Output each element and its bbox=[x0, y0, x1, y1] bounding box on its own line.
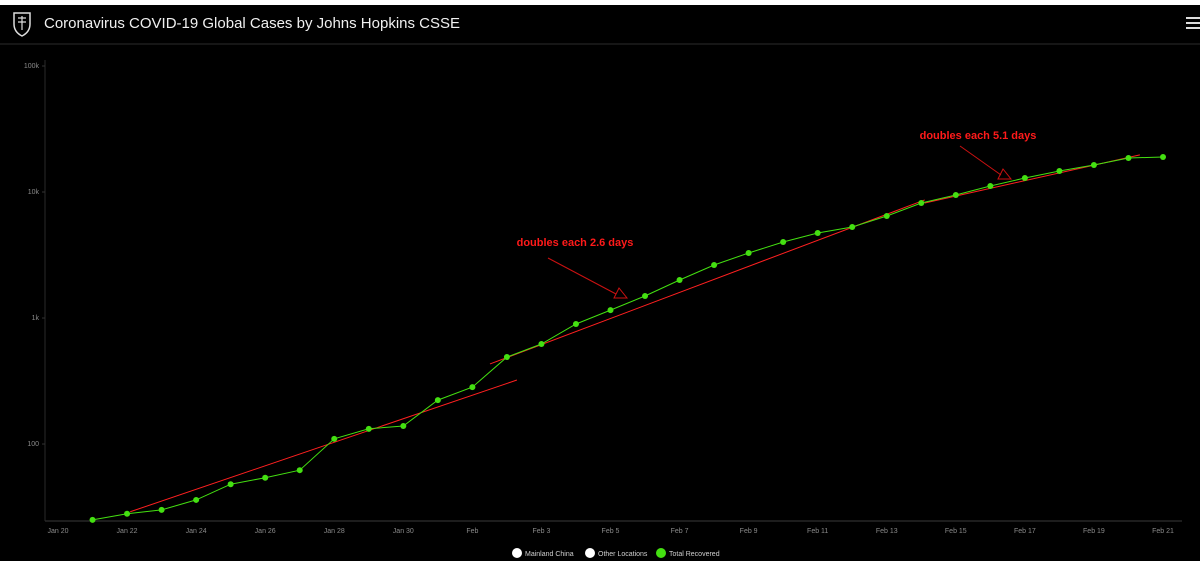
legend-item[interactable]: Mainland China bbox=[512, 548, 574, 558]
data-point bbox=[193, 496, 200, 503]
legend-label: Mainland China bbox=[525, 551, 574, 558]
data-point bbox=[711, 261, 718, 268]
data-point bbox=[365, 425, 372, 432]
menu-button[interactable] bbox=[1186, 17, 1200, 29]
legend-swatch bbox=[585, 548, 595, 558]
data-point bbox=[987, 183, 994, 190]
trend-line bbox=[130, 379, 518, 513]
y-tick-label: 10k bbox=[28, 189, 40, 196]
logo bbox=[13, 12, 31, 37]
data-point bbox=[1125, 154, 1132, 161]
data-point bbox=[124, 510, 131, 517]
x-tick-label: Feb 3 bbox=[532, 528, 550, 535]
series-line bbox=[92, 156, 1164, 521]
y-tick-label: 1k bbox=[32, 315, 40, 322]
data-point bbox=[469, 384, 476, 391]
y-tick-label: 100k bbox=[24, 63, 40, 70]
legend-swatch bbox=[512, 548, 522, 558]
data-point bbox=[814, 229, 821, 236]
x-tick-label: Jan 20 bbox=[47, 528, 68, 535]
x-tick-label: Feb 21 bbox=[1152, 528, 1174, 535]
annotation: doubles each 5.1 days bbox=[920, 130, 1037, 142]
data-point bbox=[262, 474, 269, 481]
annotation-arrows bbox=[547, 145, 1013, 299]
annotation: doubles each 2.6 days bbox=[517, 237, 634, 249]
x-tick-label: Jan 28 bbox=[324, 528, 345, 535]
data-point bbox=[952, 191, 959, 198]
x-tick-label: Feb 11 bbox=[807, 528, 828, 535]
x-tick-label: Feb 13 bbox=[876, 528, 898, 535]
x-tick-label: Feb bbox=[466, 528, 478, 535]
data-point bbox=[227, 481, 234, 488]
data-point bbox=[434, 397, 441, 404]
data-point bbox=[883, 213, 890, 220]
top-strip bbox=[0, 0, 1200, 5]
x-tick-label: Feb 7 bbox=[671, 528, 689, 535]
x-tick-label: Feb 19 bbox=[1083, 528, 1105, 535]
legend-swatch bbox=[656, 548, 666, 558]
data-point bbox=[607, 307, 614, 314]
x-tick-label: Jan 30 bbox=[393, 528, 414, 535]
x-tick-label: Feb 17 bbox=[1014, 528, 1036, 535]
legend-label: Other Locations bbox=[598, 551, 648, 558]
data-point bbox=[745, 249, 752, 256]
data-point bbox=[849, 224, 856, 231]
app-title: Coronavirus COVID-19 Global Cases by Joh… bbox=[44, 15, 460, 32]
data-point bbox=[676, 276, 683, 283]
data-point bbox=[1160, 153, 1166, 160]
x-tick-label: Jan 26 bbox=[255, 528, 276, 535]
legend-item[interactable]: Other Locations bbox=[585, 548, 648, 558]
chart: 100 1k 10k 100k Jan 20 Jan 22 Jan 24 Jan 26 Jan … bbox=[24, 60, 1182, 558]
x-tick-label: Feb 5 bbox=[602, 528, 620, 535]
legend-label: Total Recovered bbox=[669, 551, 720, 558]
x-tick-label: Feb 9 bbox=[740, 528, 758, 535]
x-tick-label: Jan 24 bbox=[186, 528, 207, 535]
y-tick-label: 100 bbox=[27, 441, 39, 448]
data-point bbox=[1021, 174, 1028, 181]
data-point bbox=[538, 341, 545, 348]
legend-item[interactable]: Total Recovered bbox=[656, 548, 720, 558]
data-point bbox=[1090, 162, 1097, 169]
data-point bbox=[158, 506, 165, 513]
data-point bbox=[331, 435, 338, 442]
data-point bbox=[503, 354, 510, 361]
data-point bbox=[296, 467, 303, 474]
data-point bbox=[918, 200, 925, 207]
x-tick-label: Jan 22 bbox=[117, 528, 138, 535]
data-point bbox=[400, 423, 407, 430]
data-point bbox=[642, 293, 649, 300]
data-point bbox=[780, 239, 787, 246]
data-point bbox=[572, 321, 579, 328]
data-point bbox=[1056, 168, 1063, 175]
data-point bbox=[89, 516, 96, 523]
x-tick-label: Feb 15 bbox=[945, 528, 967, 535]
